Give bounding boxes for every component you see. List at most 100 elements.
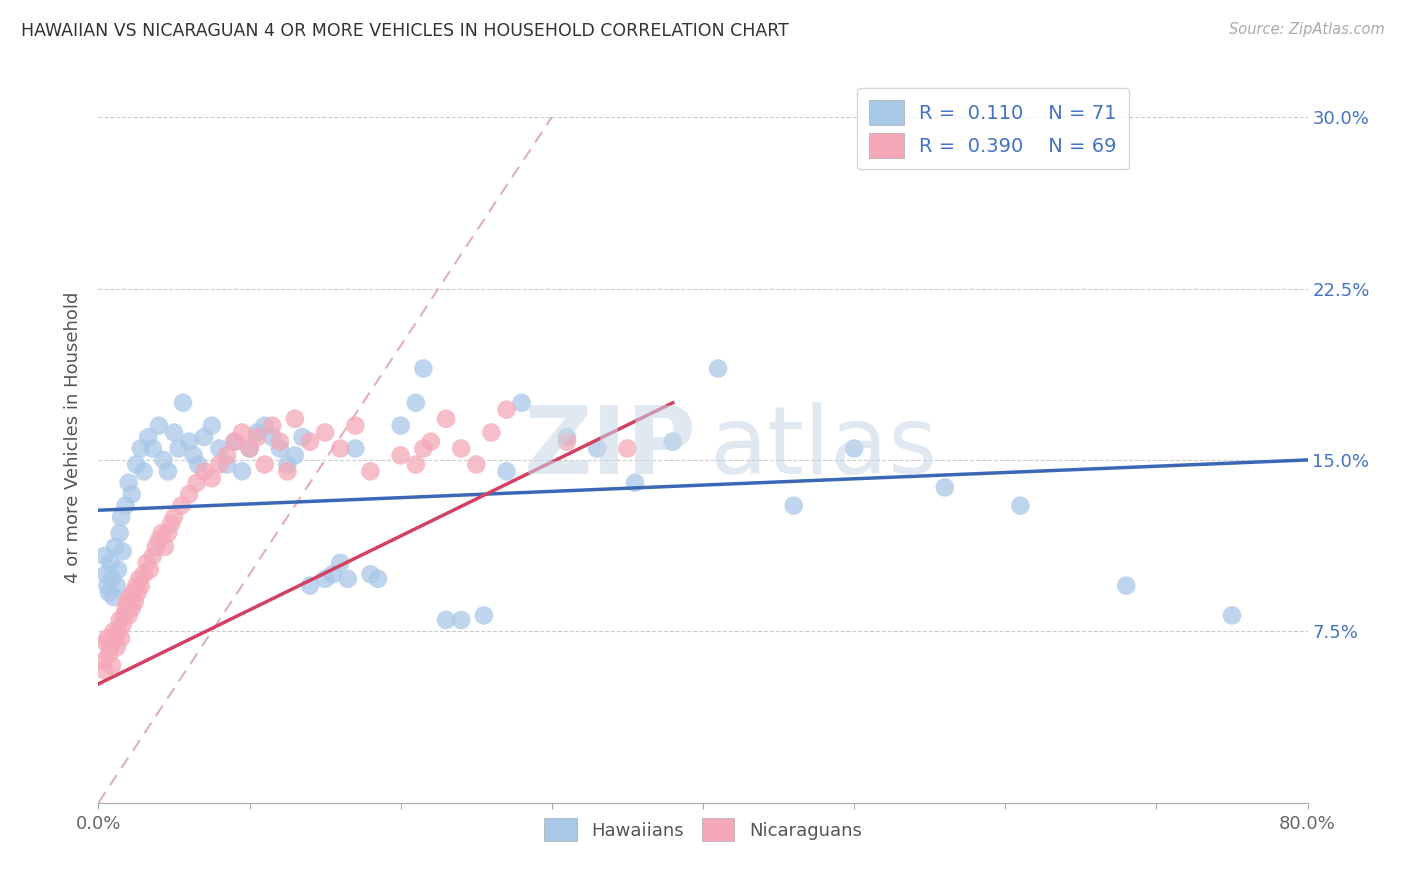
Point [360,464,382,478]
Point [344,418,367,433]
Point [405,396,427,410]
Point [136,430,159,444]
Point [125,579,148,593]
Point [110,510,132,524]
Point [707,361,730,376]
Point [114,601,136,615]
Point [135,556,157,570]
Point [231,464,253,478]
Point [170,499,193,513]
Point [163,425,186,440]
Point [139,563,162,577]
Point [344,442,367,456]
Point [105,640,128,655]
Text: Source: ZipAtlas.com: Source: ZipAtlas.com [1229,22,1385,37]
Point [291,430,314,444]
Point [121,601,143,615]
Point [115,595,138,609]
Point [148,418,170,433]
Point [253,458,276,472]
Text: ZIP: ZIP [524,402,697,494]
Point [110,632,132,646]
Point [231,425,253,440]
Legend: Hawaiians, Nicaraguans: Hawaiians, Nicaraguans [537,811,869,848]
Point [160,516,183,531]
Point [201,418,224,433]
Point [118,608,141,623]
Point [586,442,609,456]
Point [269,442,291,456]
Point [150,526,173,541]
Point [127,585,149,599]
Point [100,640,122,655]
Point [124,595,146,609]
Text: HAWAIIAN VS NICARAGUAN 4 OR MORE VEHICLES IN HOUSEHOLD CORRELATION CHART: HAWAIIAN VS NICARAGUAN 4 OR MORE VEHICLE… [21,22,789,40]
Point [187,458,209,472]
Point [94,567,117,582]
Point [163,510,186,524]
Point [495,464,517,478]
Point [201,471,224,485]
Point [129,579,152,593]
Point [93,549,115,563]
Point [120,590,142,604]
Point [322,567,344,582]
Point [111,544,134,558]
Point [101,658,124,673]
Point [412,361,434,376]
Point [314,425,336,440]
Point [153,540,176,554]
Point [616,442,638,456]
Point [246,430,269,444]
Text: atlas: atlas [709,402,938,494]
Point [284,449,307,463]
Point [179,434,201,449]
Point [91,654,114,668]
Point [156,464,179,478]
Point [224,434,246,449]
Point [125,458,148,472]
Point [284,412,307,426]
Point [224,434,246,449]
Point [215,458,238,472]
Point [103,624,125,639]
Point [434,613,457,627]
Point [98,647,121,661]
Point [96,579,118,593]
Point [107,563,129,577]
Point [336,572,359,586]
Point [299,434,322,449]
Point [142,549,165,563]
Point [208,442,231,456]
Point [98,585,121,599]
Point [108,526,131,541]
Point [299,579,322,593]
Point [107,624,129,639]
Point [152,453,174,467]
Point [246,425,269,440]
Point [420,434,443,449]
Point [624,475,647,490]
Point [215,449,238,463]
Point [434,412,457,426]
Y-axis label: 4 or more Vehicles in Household: 4 or more Vehicles in Household [65,292,83,582]
Point [94,636,117,650]
Point [193,464,215,478]
Point [360,567,382,582]
Point [186,475,208,490]
Point [167,442,190,456]
Point [208,458,231,472]
Point [179,487,201,501]
Point [96,632,118,646]
Point [132,567,155,582]
Point [329,442,352,456]
Point [108,613,131,627]
Point [118,475,141,490]
Point [104,540,127,554]
Point [193,430,215,444]
Point [105,579,128,593]
Point [481,425,503,440]
Point [112,608,135,623]
Point [934,480,956,494]
Point [122,585,145,599]
